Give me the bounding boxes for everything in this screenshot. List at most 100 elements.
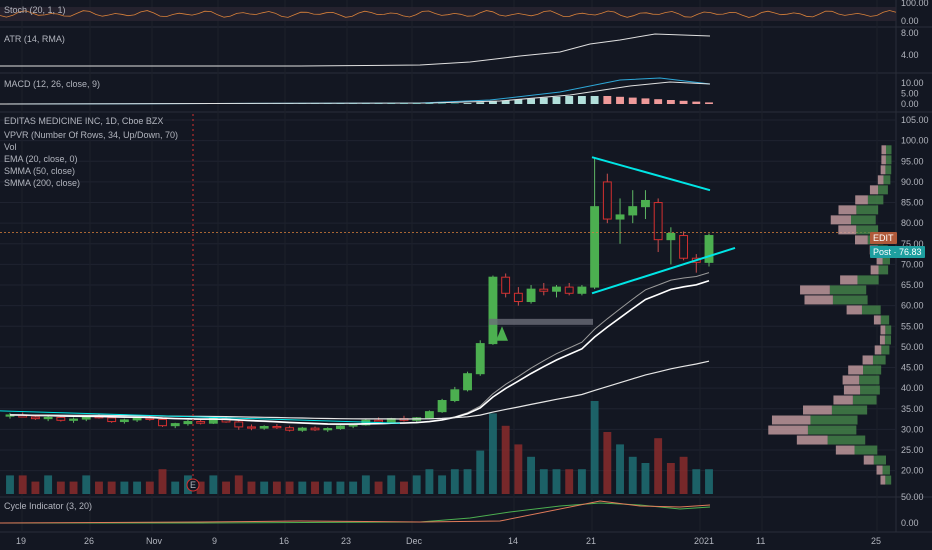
volume-bar-51 — [654, 438, 663, 494]
vpvr-down-23 — [842, 375, 860, 385]
candle-body-14 — [183, 421, 193, 425]
vpvr-up-16 — [861, 305, 881, 315]
post-price-tag: Post · 76.83 — [870, 246, 925, 258]
volume-bar-26 — [336, 481, 345, 494]
vpvr-up-21 — [872, 355, 886, 365]
candle-body-11 — [145, 417, 155, 420]
volume-bar-2 — [31, 481, 40, 494]
x-tick-6: Dec — [406, 536, 423, 546]
price-tick-4: 85.00 — [901, 198, 924, 208]
candle-body-50 — [641, 199, 650, 208]
vpvr-down-16 — [846, 305, 862, 315]
candle-body-4 — [56, 416, 66, 421]
vpvr-up-5 — [867, 195, 884, 205]
macd-tick-2: 0.00 — [901, 99, 919, 109]
volume-bar-34 — [438, 475, 447, 494]
volume-bar-41 — [527, 456, 536, 494]
macd-label: MACD (12, 26, close, 9) — [4, 79, 101, 89]
vpvr-up-22 — [863, 365, 882, 375]
vpvr-down-33 — [880, 475, 886, 485]
macd-hist-47 — [603, 96, 612, 104]
vpvr-down-11 — [876, 255, 883, 265]
volume-bar-37 — [476, 450, 485, 494]
price-tick-10: 55.00 — [901, 321, 924, 331]
macd-hist-43 — [552, 96, 561, 104]
stoch-label: Stoch (20, 1, 1) — [4, 5, 66, 15]
indicator-vol: Vol — [4, 142, 17, 152]
vpvr-down-25 — [833, 395, 853, 405]
macd-hist-55 — [705, 102, 713, 104]
vpvr-down-12 — [870, 265, 879, 275]
vpvr-down-21 — [862, 355, 873, 365]
macd-hist-34 — [438, 103, 447, 104]
volume-bar-47 — [603, 432, 612, 494]
vpvr-up-6 — [856, 205, 879, 215]
vpvr-down-2 — [880, 165, 886, 175]
candle-body-3 — [43, 416, 53, 420]
atr-tick-0: 8.00 — [901, 28, 919, 38]
old-trendline — [0, 410, 401, 424]
volume-bar-42 — [539, 469, 548, 494]
volume-bar-52 — [666, 463, 675, 494]
vpvr-down-29 — [796, 435, 828, 445]
candle-body-55 — [704, 235, 714, 263]
candle-body-2 — [30, 416, 40, 420]
macd-hist-35 — [450, 103, 459, 104]
vpvr-down-5 — [855, 195, 868, 205]
volume-bar-15 — [196, 481, 205, 494]
candle-body-48 — [615, 214, 625, 220]
candle-body-5 — [69, 418, 78, 421]
volume-bar-19 — [247, 481, 256, 494]
volume-bar-1 — [18, 475, 27, 494]
vpvr-up-20 — [881, 345, 890, 355]
x-tick-2: Nov — [146, 536, 163, 546]
price-tick-6: 75.00 — [901, 239, 924, 249]
candle-body-24 — [310, 427, 320, 431]
price-tick-17: 20.00 — [901, 466, 924, 476]
volume-bar-9 — [120, 481, 129, 494]
candle-body-20 — [259, 425, 269, 429]
candle-body-47 — [602, 181, 612, 220]
candle-body-10 — [132, 417, 142, 421]
indicator-smma50: SMMA (50, close) — [4, 166, 76, 176]
vpvr-down-18 — [880, 325, 886, 335]
price-tick-11: 50.00 — [901, 342, 924, 352]
macd-hist-32 — [412, 103, 421, 104]
volume-bar-43 — [552, 469, 561, 494]
stoch-tick-1: 0.00 — [901, 16, 919, 26]
indicator-ema: EMA (20, close, 0) — [4, 154, 78, 164]
x-tick-11: 25 — [871, 536, 881, 546]
price-tick-16: 25.00 — [901, 445, 924, 455]
x-tick-10: 11 — [756, 536, 765, 546]
volume-bar-29 — [374, 481, 383, 494]
vpvr-down-14 — [800, 285, 830, 295]
volume-bar-53 — [679, 456, 688, 494]
volume-bar-31 — [400, 481, 408, 494]
candle-body-12 — [158, 418, 167, 427]
x-tick-5: 23 — [341, 536, 351, 546]
buy-arrow-icon — [496, 326, 508, 341]
indicator-smma200: SMMA (200, close) — [4, 178, 81, 188]
volume-bar-30 — [387, 475, 396, 494]
price-tick-2: 95.00 — [901, 156, 924, 166]
macd-tick-1: 5.00 — [901, 89, 919, 99]
candle-body-19 — [247, 426, 256, 429]
candle-body-22 — [285, 427, 295, 431]
macd-hist-37 — [476, 102, 485, 104]
volume-bar-45 — [577, 469, 586, 494]
vpvr-down-27 — [771, 415, 811, 425]
candle-body-13 — [170, 423, 180, 427]
macd-hist-42 — [539, 97, 548, 104]
volume-bar-23 — [298, 481, 307, 494]
vpvr-up-12 — [878, 265, 889, 275]
candle-body-44 — [564, 286, 574, 294]
volume-bar-12 — [158, 469, 167, 494]
volume-bar-33 — [425, 469, 434, 494]
volume-bar-49 — [628, 456, 637, 494]
candle-body-33 — [424, 411, 434, 419]
macd-hist-41 — [527, 98, 536, 104]
cycle-label: Cycle Indicator (3, 20) — [4, 501, 93, 511]
candle-body-49 — [628, 206, 638, 216]
macd-hist-40 — [514, 99, 523, 104]
